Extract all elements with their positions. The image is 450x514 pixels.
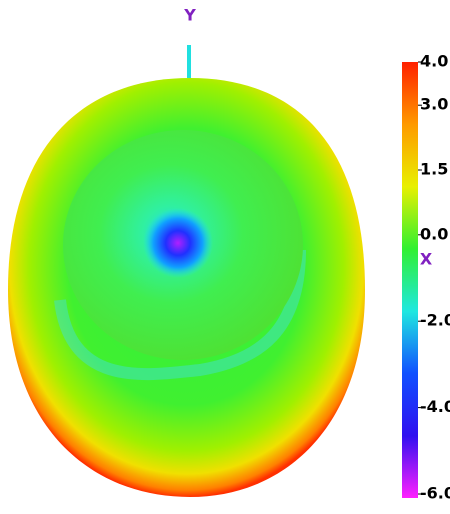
y-axis-label: Y (183, 6, 196, 25)
x-axis-label: X (420, 250, 433, 269)
colorbar-tick-label: -2.0 (420, 311, 450, 330)
colorbar-tick-label: 0.0 (420, 224, 448, 243)
colorbar-tick-label: -4.0 (420, 397, 450, 416)
colorbar-tick-label: -6.0 (420, 484, 450, 503)
colorbar (402, 62, 418, 498)
colorbar-tick-label: 4.0 (420, 52, 448, 71)
pattern-minimum (143, 208, 213, 278)
pattern-ridge (54, 249, 306, 381)
colorbar-tick-label: 3.0 (420, 95, 448, 114)
colorbar-tick-label: 1.5 (420, 160, 448, 179)
